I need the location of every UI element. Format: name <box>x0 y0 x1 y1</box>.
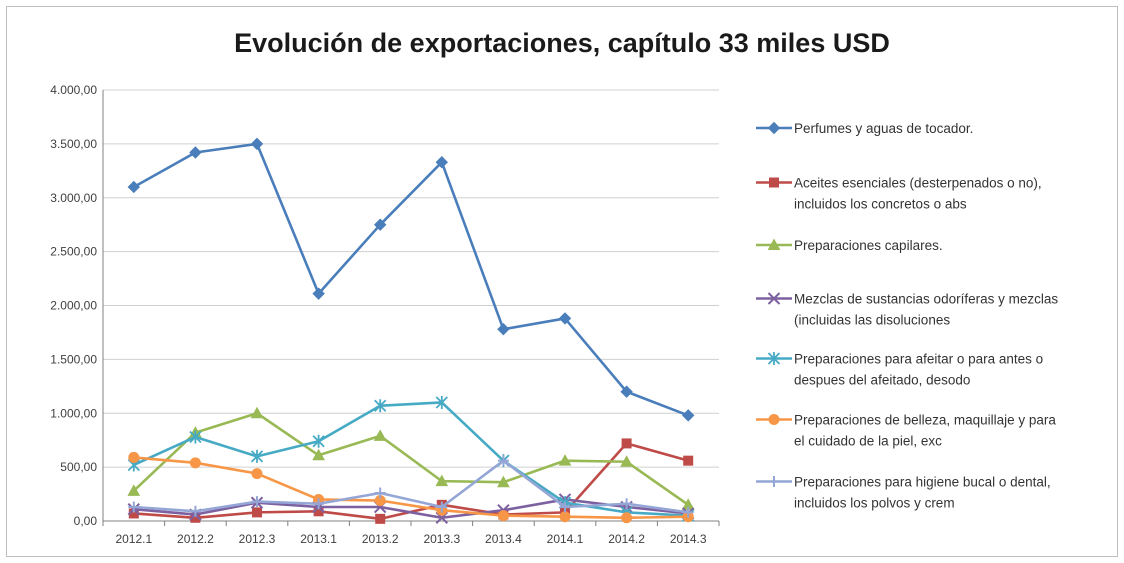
series-line-5 <box>133 401 689 517</box>
x-tick-label: 2013.4 <box>485 532 522 546</box>
data-point-s7 <box>374 487 386 499</box>
data-point-s6 <box>189 457 201 469</box>
legend-marker-6 <box>768 414 780 425</box>
legend-label: Aceites esenciales (desterpenados o no), <box>794 176 1042 191</box>
data-point-s1 <box>189 146 202 159</box>
data-point-s3 <box>435 474 449 487</box>
data-point-s1 <box>558 312 572 325</box>
legend-label: Perfumes y aguas de tocador. <box>794 121 973 136</box>
x-tick-label: 2013.3 <box>423 532 460 546</box>
data-point-s5 <box>435 395 448 409</box>
y-tick-label: 4.000,00 <box>50 83 97 97</box>
data-point-s3 <box>558 454 572 466</box>
x-tick-label: 2013.2 <box>362 532 399 546</box>
data-point-s2 <box>621 438 632 449</box>
x-tick-label: 2012.1 <box>115 532 152 546</box>
series-line-4 <box>133 498 689 520</box>
x-tick-label: 2014.1 <box>547 532 584 546</box>
legend-label: despues del afeitado, desodo <box>794 373 970 388</box>
legend-label: Preparaciones para higiene bucal o denta… <box>794 475 1051 490</box>
y-tick-label: 500,00 <box>60 460 97 474</box>
data-point-s7 <box>128 501 140 513</box>
x-tick-label: 2013.1 <box>300 532 337 546</box>
series-line-1 <box>133 142 689 417</box>
data-point-s5 <box>250 449 264 463</box>
series-line-3 <box>132 411 689 506</box>
data-point-s3 <box>250 406 264 419</box>
series-line-7 <box>133 459 689 514</box>
data-point-s7 <box>436 501 448 513</box>
legend-marker-2 <box>769 177 779 188</box>
data-point-s7 <box>189 505 201 517</box>
y-tick-label: 2.500,00 <box>50 245 97 259</box>
series-line-6 <box>133 456 689 520</box>
data-point-s7 <box>559 501 571 513</box>
data-point-s6 <box>559 511 571 523</box>
data-point-s6 <box>621 512 633 524</box>
data-point-s7 <box>313 498 325 510</box>
data-point-s1 <box>620 385 633 398</box>
data-point-s1 <box>497 322 510 336</box>
data-point-s7 <box>621 498 633 510</box>
data-point-s1 <box>250 137 264 151</box>
y-tick-label: 1.500,00 <box>50 352 97 366</box>
data-point-s7 <box>497 455 509 467</box>
data-point-s1 <box>373 218 387 231</box>
legend-marker-3 <box>767 238 781 250</box>
data-point-s2 <box>375 513 386 524</box>
data-point-s3 <box>312 448 325 461</box>
y-tick-label: 1.000,00 <box>50 406 97 420</box>
legend-label: incluidos los polvos y crem <box>794 496 955 511</box>
legend-label: Preparaciones capilares. <box>794 238 943 253</box>
data-point-s2 <box>252 507 262 518</box>
data-point-s3 <box>497 475 510 488</box>
data-point-s3 <box>127 484 141 496</box>
legend-label: (incluidas las disoluciones <box>794 313 950 328</box>
legend-label: el cuidado de la piel, exc <box>794 434 942 449</box>
data-point-s2 <box>683 455 694 466</box>
legend-label: Preparaciones para afeitar o para antes … <box>794 352 1043 367</box>
data-point-s1 <box>312 287 325 300</box>
legend-marker-1 <box>767 121 781 135</box>
x-tick-label: 2012.2 <box>177 532 214 546</box>
legend-label: Mezclas de sustancias odoríferas y mezcl… <box>794 292 1058 307</box>
y-tick-label: 0,00 <box>74 514 98 528</box>
y-tick-label: 3.500,00 <box>50 137 97 151</box>
legend-marker-5 <box>767 352 781 365</box>
legend-label: Preparaciones de belleza, maquillaje y p… <box>794 413 1056 428</box>
data-point-s6 <box>497 510 509 522</box>
data-point-s6 <box>251 468 263 480</box>
x-tick-label: 2014.2 <box>608 532 645 546</box>
data-point-s5 <box>189 430 202 444</box>
legend-marker-4 <box>767 292 781 305</box>
data-point-s1 <box>435 155 449 169</box>
data-point-s1 <box>127 180 141 194</box>
data-point-s3 <box>373 429 387 441</box>
data-point-s7 <box>682 506 694 518</box>
y-tick-label: 3.000,00 <box>50 191 97 205</box>
legend-label: incluidos los concretos o abs <box>794 197 967 212</box>
data-point-s3 <box>620 455 633 467</box>
data-point-s6 <box>128 451 140 463</box>
x-tick-label: 2014.3 <box>670 532 707 546</box>
legend-marker-7 <box>768 476 780 487</box>
chart-title: Evolución de exportaciones, capítulo 33 … <box>234 28 890 58</box>
x-tick-label: 2012.3 <box>239 532 276 546</box>
data-point-s7 <box>251 496 263 508</box>
data-point-s5 <box>374 399 387 413</box>
data-point-s5 <box>312 434 325 448</box>
y-tick-label: 2.000,00 <box>50 299 97 313</box>
data-point-s1 <box>681 409 695 422</box>
